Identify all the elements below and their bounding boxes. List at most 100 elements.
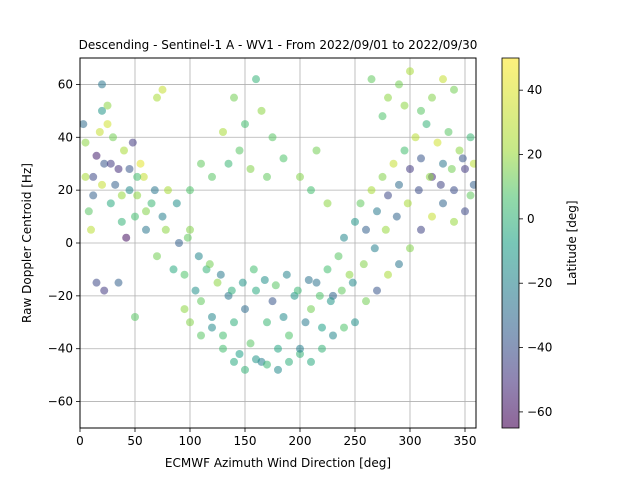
data-point — [142, 225, 150, 234]
data-point — [433, 138, 442, 147]
data-point — [103, 101, 112, 110]
data-point — [323, 265, 332, 274]
data-point — [186, 186, 194, 195]
data-point — [384, 191, 392, 200]
data-point — [307, 305, 315, 314]
data-point — [150, 186, 159, 195]
x-axis-label: ECMWF Azimuth Wind Direction [deg] — [165, 456, 391, 470]
data-points — [80, 67, 476, 374]
x-tick-label: 150 — [234, 434, 257, 448]
data-point — [117, 217, 126, 226]
data-point — [436, 180, 445, 189]
data-point — [246, 165, 255, 173]
data-point — [367, 186, 376, 195]
data-point — [238, 278, 247, 287]
data-point — [164, 186, 172, 195]
y-tick-label: 60 — [58, 77, 73, 91]
data-point — [219, 128, 227, 136]
x-axis-ticks: 0 50 100 150 200 250 300 350 — [76, 428, 476, 448]
data-point — [125, 165, 134, 173]
data-point — [95, 128, 104, 136]
data-point — [296, 172, 304, 181]
data-point — [263, 172, 271, 181]
data-point — [111, 180, 120, 189]
data-point — [318, 344, 326, 353]
data-point — [469, 180, 476, 189]
data-point — [100, 159, 109, 168]
data-point — [252, 286, 260, 295]
data-point — [219, 331, 227, 340]
x-tick-label: 250 — [344, 434, 367, 448]
data-point — [230, 93, 238, 102]
x-tick-label: 300 — [399, 434, 422, 448]
data-point — [381, 225, 390, 234]
data-point — [183, 233, 192, 242]
data-point — [230, 357, 238, 366]
data-point — [133, 172, 142, 181]
data-point — [370, 244, 379, 253]
data-point — [400, 101, 409, 110]
data-point — [98, 106, 106, 115]
data-point — [362, 225, 370, 234]
data-point — [139, 172, 148, 181]
data-point — [406, 244, 414, 253]
data-point — [191, 286, 200, 295]
data-point — [268, 133, 277, 142]
data-point — [312, 278, 321, 287]
data-point — [351, 217, 359, 226]
data-point — [81, 138, 90, 147]
data-point — [384, 270, 392, 279]
data-point — [378, 112, 387, 121]
data-point — [406, 67, 414, 76]
data-point — [117, 191, 126, 200]
data-point — [461, 165, 469, 173]
colorbar-ticks: −60 −40 −20 0 20 40 — [519, 83, 552, 419]
data-point — [450, 186, 458, 195]
data-point — [89, 191, 98, 200]
data-point — [285, 357, 293, 366]
colorbar-tick-label: −40 — [527, 341, 552, 355]
data-point — [161, 225, 170, 234]
data-point — [466, 133, 475, 142]
y-tick-label: 20 — [58, 183, 73, 197]
data-point — [392, 212, 401, 221]
data-point — [417, 106, 425, 115]
y-tick-label: 0 — [65, 236, 73, 250]
data-point — [180, 305, 189, 314]
x-tick-label: 0 — [76, 434, 84, 448]
data-point — [318, 323, 326, 332]
data-point — [282, 270, 291, 279]
data-point — [158, 212, 167, 221]
x-tick-label: 50 — [127, 434, 142, 448]
data-point — [400, 146, 409, 155]
data-point — [414, 186, 423, 195]
data-point — [92, 278, 101, 287]
data-point — [122, 233, 131, 242]
data-point — [252, 355, 260, 364]
data-point — [235, 146, 244, 155]
y-tick-label: −20 — [48, 289, 73, 303]
y-tick-label: −60 — [48, 395, 73, 409]
colorbar-label: Latitude [deg] — [565, 200, 579, 285]
data-point — [186, 318, 194, 327]
data-point — [403, 199, 412, 208]
data-point — [422, 120, 431, 129]
data-point — [395, 180, 403, 189]
data-point — [186, 225, 194, 234]
data-point — [153, 252, 161, 261]
data-point — [205, 260, 214, 269]
data-point — [439, 159, 447, 168]
data-point — [389, 159, 398, 168]
data-point — [373, 286, 381, 295]
data-point — [219, 344, 227, 353]
data-point — [131, 313, 139, 321]
data-point — [428, 93, 436, 102]
data-point — [315, 291, 324, 300]
data-point — [208, 172, 216, 181]
data-point — [180, 270, 189, 279]
y-axis-label: Raw Doppler Centroid [Hz] — [20, 163, 34, 323]
x-tick-label: 200 — [289, 434, 312, 448]
data-point — [373, 207, 381, 216]
data-point — [92, 151, 101, 160]
data-point — [128, 138, 137, 147]
